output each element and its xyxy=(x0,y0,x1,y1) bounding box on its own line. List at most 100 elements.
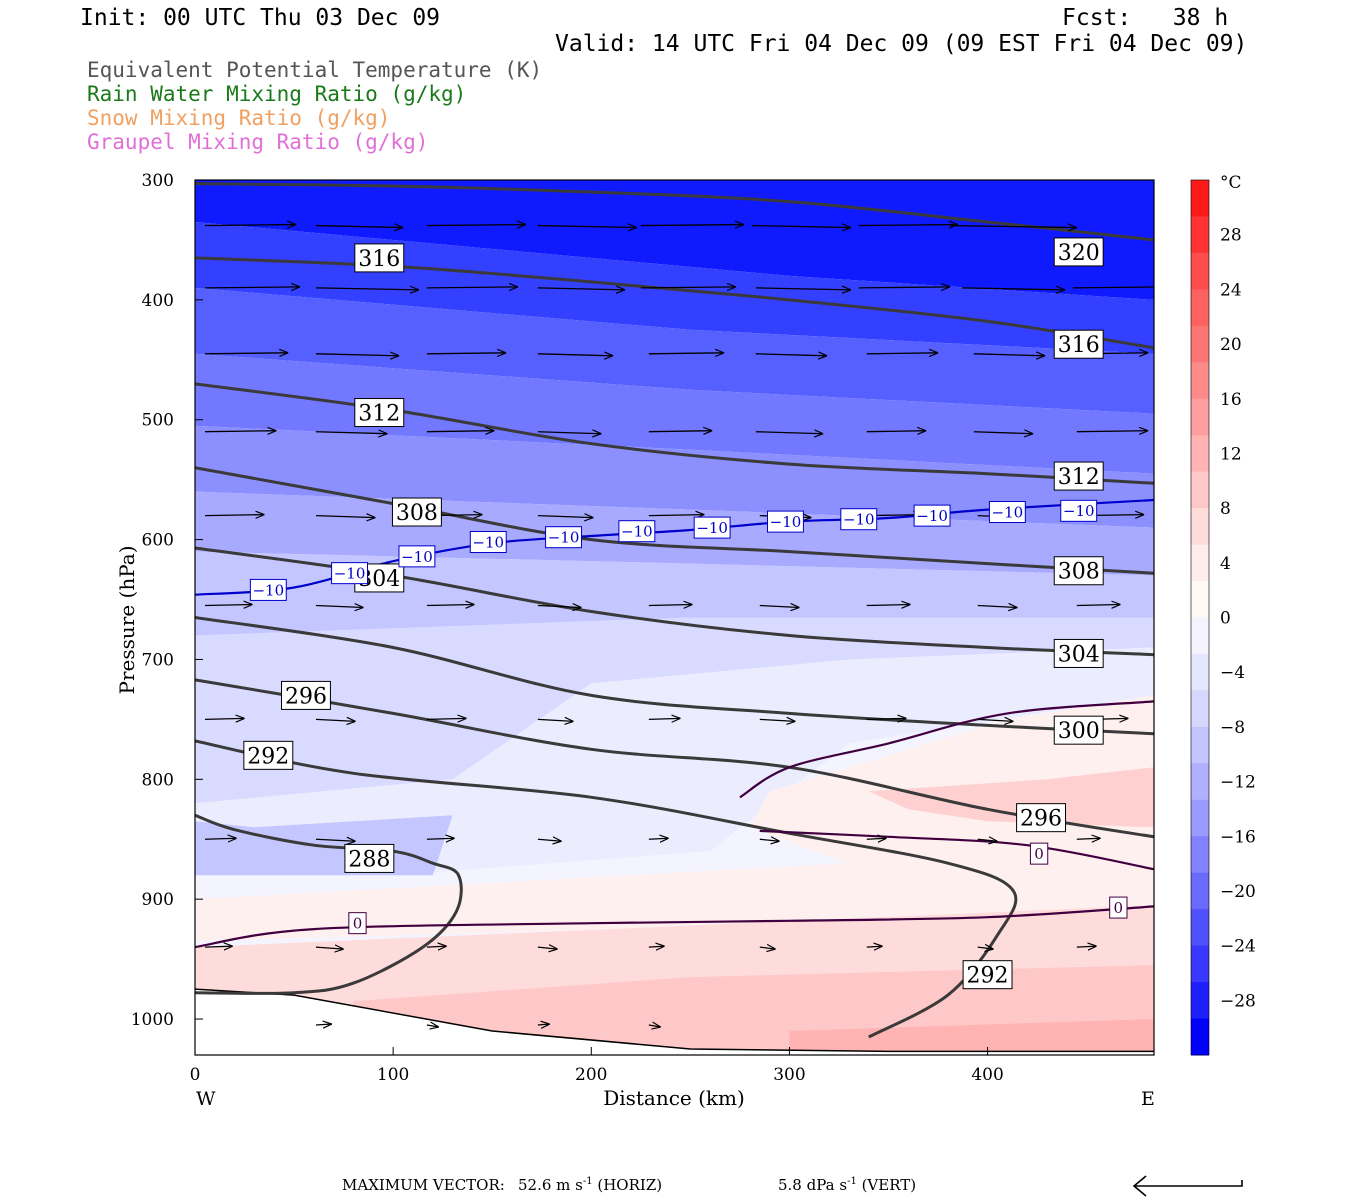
wind-vector xyxy=(426,225,526,226)
wind-vector xyxy=(204,605,253,606)
legend-rain: Rain Water Mixing Ratio (g/kg) xyxy=(87,82,467,106)
wind-vector xyxy=(759,606,800,608)
y-tick-label: 700 xyxy=(142,650,174,670)
wind-vector xyxy=(1076,431,1148,432)
isotherm-minus10-label: −10 xyxy=(770,513,802,531)
wind-vector xyxy=(426,353,506,354)
colorbar-label: −12 xyxy=(1220,773,1256,793)
wind-vector xyxy=(866,838,887,839)
wind-vector xyxy=(537,226,637,228)
wind-vector xyxy=(204,287,300,288)
wind-vector xyxy=(977,839,998,841)
wind-vector xyxy=(537,947,558,949)
colorbar-band xyxy=(1191,216,1209,254)
legend-theta-e: Equivalent Potential Temperature (K) xyxy=(87,58,543,82)
x-axis-title: Distance (km) xyxy=(603,1086,745,1110)
isotherm-0-upper-line xyxy=(195,905,1154,949)
wind-vector xyxy=(537,354,613,356)
wind-vector xyxy=(858,287,950,288)
isotherm-0-label-box xyxy=(348,912,367,935)
wind-vector xyxy=(755,354,827,356)
theta-e-308-label-box xyxy=(391,497,442,527)
temperature-band-9 xyxy=(195,695,1154,942)
legend-snow: Snow Mixing Ratio (g/kg) xyxy=(87,106,391,130)
colorbar-band xyxy=(1191,435,1209,473)
temperature-band-12 xyxy=(789,1019,1154,1055)
theta-e-296-label-box xyxy=(1016,803,1067,833)
temperature-band-4 xyxy=(195,425,1154,528)
temperature-field xyxy=(195,180,1154,1055)
wind-vector xyxy=(426,431,494,432)
isotherm-minus10-label: −10 xyxy=(696,519,728,537)
isotherm-minus10-label: −10 xyxy=(334,565,366,583)
terrain-fill xyxy=(195,989,1154,1055)
wind-vector xyxy=(949,226,1077,228)
isotherm-minus10-label-box xyxy=(988,501,1026,524)
wind-vector xyxy=(866,431,926,432)
isotherm-minus10-label: −10 xyxy=(992,503,1024,521)
wind-vector xyxy=(1072,286,1154,289)
wind-vector xyxy=(315,354,399,356)
wind-vector xyxy=(204,225,296,226)
colorbar-label: −28 xyxy=(1220,991,1256,1011)
wind-vector xyxy=(426,287,518,288)
theta-e-300-label: 300 xyxy=(1058,719,1100,744)
y-tick-label: 800 xyxy=(142,770,174,790)
theta-e-292-label-box xyxy=(962,960,1013,990)
isotherm-minus10-label-box xyxy=(545,526,582,549)
colorbar-band xyxy=(1191,982,1209,1020)
wind-vector xyxy=(973,432,1033,434)
wind-vector xyxy=(640,225,744,226)
wind-vector xyxy=(537,839,562,841)
theta-e-304-label: 304 xyxy=(1058,642,1100,667)
wind-vector xyxy=(537,288,625,290)
colorbar-label: −16 xyxy=(1220,827,1256,847)
init-time: Init: 00 UTC Thu 03 Dec 09 xyxy=(80,5,441,31)
colorbar-label: −8 xyxy=(1220,718,1245,738)
colorbar-band xyxy=(1191,180,1209,217)
colorbar-label: 24 xyxy=(1220,280,1242,300)
wind-vector xyxy=(648,838,669,839)
valid-time: Valid: 14 UTC Fri 04 Dec 09 (09 EST Fri … xyxy=(555,31,1248,57)
colorbar-label: 12 xyxy=(1220,444,1242,464)
wind-vector xyxy=(648,605,693,606)
colorbar-band xyxy=(1191,690,1209,728)
theta-e-296-label: 296 xyxy=(285,684,327,709)
wind-vector xyxy=(426,838,455,839)
isotherm-minus10-label: −10 xyxy=(916,507,948,525)
wind-vector xyxy=(1076,605,1121,606)
cross-section-chart: 3203163163123123083083043043002962962922… xyxy=(115,171,1256,1110)
axes: 0 100 200 300 400 300 400 500 600 700 800 900 1000 Di… xyxy=(115,171,1155,1110)
isotherm-minus10-label-box xyxy=(618,520,656,543)
temperature-band-0 xyxy=(195,180,1154,300)
isotherm-minus10-label: −10 xyxy=(401,548,433,566)
colorbar-label: 20 xyxy=(1220,335,1242,355)
colorbar-band xyxy=(1191,1018,1209,1056)
theta-e-288-line xyxy=(195,813,463,995)
colorbar-band xyxy=(1191,799,1209,837)
x-tick-label: 0 xyxy=(190,1065,201,1085)
theta-e-304-label-box xyxy=(1053,638,1104,668)
wind-vector xyxy=(755,288,851,290)
temperature-band-3 xyxy=(195,353,1154,474)
theta-e-308-line xyxy=(195,466,1154,575)
x-tick-label: 300 xyxy=(773,1065,805,1085)
wind-vector xyxy=(977,947,994,949)
wind-vector xyxy=(315,432,387,434)
y-tick-label: 400 xyxy=(142,291,174,311)
wind-vector xyxy=(1076,946,1097,947)
colorbar: 28 24 20 16 12 8 4 0 −4 −8 −12 −16 −20 −24 −28 °C xyxy=(1190,173,1256,1056)
isotherm-minus10-label: −10 xyxy=(472,533,504,551)
colorbar-unit: °C xyxy=(1220,173,1242,193)
endpoint-right-label: E xyxy=(1141,1088,1155,1110)
legend-graupel: Graupel Mixing Ratio (g/kg) xyxy=(87,130,429,154)
isotherm-0-lower-line xyxy=(759,829,1154,871)
wind-vector xyxy=(866,946,883,947)
theta-e-292-label: 292 xyxy=(967,964,1009,989)
temperature-band-13 xyxy=(868,767,1154,828)
wind-vector xyxy=(866,718,907,719)
x-tick-label: 400 xyxy=(971,1065,1003,1085)
contour-labels: 3203163163123123083083043043002962962922… xyxy=(243,237,1128,990)
y-tick-label: 900 xyxy=(142,890,174,910)
colorbar-band xyxy=(1191,763,1209,801)
